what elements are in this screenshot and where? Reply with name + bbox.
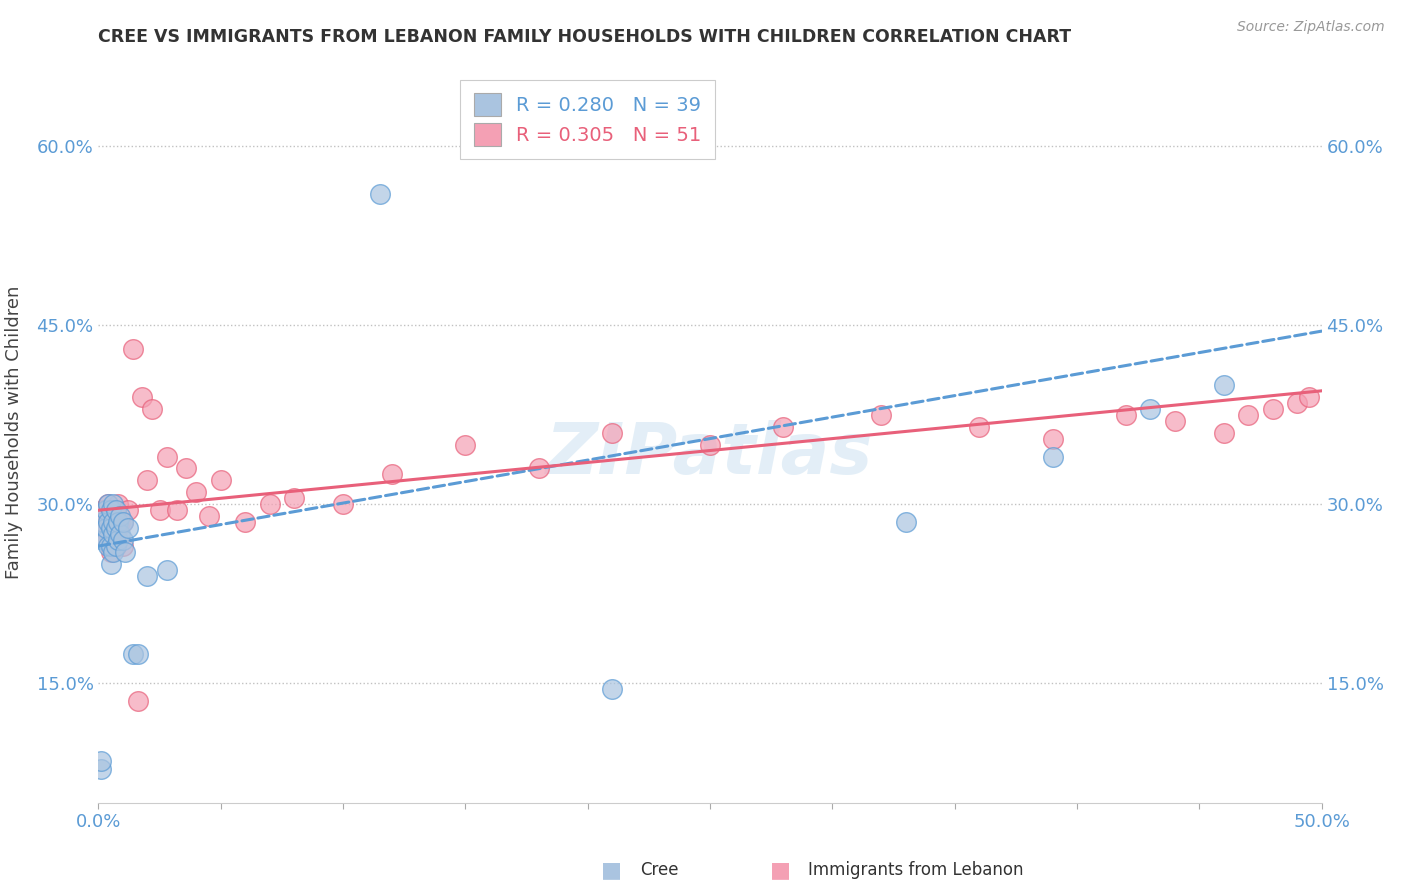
Point [101, 545, 124, 559]
Point [1286, 396, 1309, 410]
Point [104, 539, 127, 553]
Point [967, 419, 990, 434]
Point [94, 533, 117, 547]
Point [117, 503, 139, 517]
Point [600, 425, 623, 440]
Point [600, 682, 623, 697]
Point [233, 515, 256, 529]
Point [121, 342, 143, 356]
Point [101, 533, 124, 547]
Text: Cree: Cree [640, 861, 678, 879]
Point [127, 647, 149, 661]
Point [136, 474, 159, 488]
Point [111, 533, 134, 547]
Point [136, 569, 159, 583]
Point [104, 539, 127, 553]
Point [381, 467, 404, 482]
Point [97, 497, 120, 511]
Point [101, 497, 124, 511]
Text: ■: ■ [602, 860, 621, 880]
Point [772, 419, 794, 434]
Point [100, 539, 122, 553]
Y-axis label: Family Households with Children: Family Households with Children [4, 286, 22, 579]
Point [141, 401, 163, 416]
Point [90, 754, 112, 768]
Point [1139, 401, 1161, 416]
Point [454, 437, 477, 451]
Point [114, 545, 136, 559]
Point [1237, 408, 1260, 422]
Point [91, 533, 114, 547]
Text: ZIPatlas: ZIPatlas [547, 420, 873, 490]
Point [91, 515, 114, 529]
Point [110, 509, 132, 524]
Point [117, 521, 139, 535]
Point [101, 515, 124, 529]
Point [91, 521, 114, 535]
Point [101, 527, 124, 541]
Point [368, 186, 391, 201]
Point [1115, 408, 1137, 422]
Point [94, 521, 117, 535]
Point [104, 509, 127, 524]
Point [104, 521, 127, 535]
Point [94, 503, 117, 517]
Point [121, 647, 143, 661]
Point [94, 509, 117, 524]
Point [97, 497, 120, 511]
Point [699, 437, 721, 451]
Point [91, 503, 114, 517]
Point [176, 461, 198, 475]
Point [156, 563, 179, 577]
Point [111, 515, 134, 529]
Point [156, 450, 179, 464]
Point [90, 527, 112, 541]
Point [197, 509, 219, 524]
Point [1164, 414, 1187, 428]
Point [127, 694, 149, 708]
Point [107, 515, 129, 529]
Point [111, 539, 134, 553]
Point [100, 515, 122, 529]
Point [94, 533, 117, 547]
Text: Source: ZipAtlas.com: Source: ZipAtlas.com [1237, 21, 1385, 34]
Point [90, 763, 112, 777]
Text: Immigrants from Lebanon: Immigrants from Lebanon [808, 861, 1024, 879]
Point [527, 461, 550, 475]
Point [1261, 401, 1284, 416]
Point [1212, 377, 1234, 392]
Legend: R = 0.280   N = 39, R = 0.305   N = 51: R = 0.280 N = 39, R = 0.305 N = 51 [460, 79, 716, 160]
Point [111, 515, 134, 529]
Point [97, 527, 120, 541]
Point [894, 515, 917, 529]
Point [100, 557, 122, 571]
Point [186, 485, 208, 500]
Point [332, 497, 354, 511]
Point [100, 503, 122, 517]
Point [107, 497, 129, 511]
Point [1298, 390, 1320, 404]
Point [283, 491, 305, 506]
Point [1042, 432, 1064, 446]
Point [104, 503, 127, 517]
Point [1042, 450, 1064, 464]
Point [100, 545, 122, 559]
Point [166, 503, 188, 517]
Point [1212, 425, 1234, 440]
Point [110, 515, 132, 529]
Point [101, 503, 124, 517]
Point [107, 533, 129, 547]
Point [870, 408, 893, 422]
Point [100, 521, 122, 535]
Point [259, 497, 281, 511]
Point [107, 521, 129, 535]
Point [97, 515, 120, 529]
Point [209, 474, 232, 488]
Point [131, 390, 153, 404]
Text: ■: ■ [770, 860, 790, 880]
Point [110, 527, 132, 541]
Point [97, 539, 120, 553]
Point [149, 503, 172, 517]
Text: CREE VS IMMIGRANTS FROM LEBANON FAMILY HOUSEHOLDS WITH CHILDREN CORRELATION CHAR: CREE VS IMMIGRANTS FROM LEBANON FAMILY H… [98, 28, 1071, 45]
